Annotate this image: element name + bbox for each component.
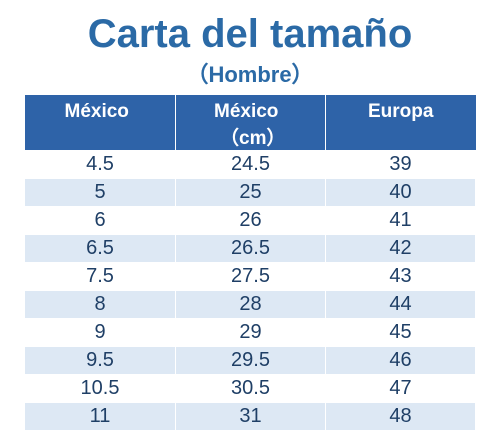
table-cell: 5 (24, 178, 176, 207)
table-cell: 47 (325, 374, 476, 403)
table-cell: 6.5 (24, 234, 176, 263)
table-row: 11 31 48 (24, 402, 476, 431)
table-cell: 10.5 (24, 374, 176, 403)
table-cell: 40 (325, 178, 476, 207)
table-cell: 30.5 (175, 374, 326, 403)
table-cell: 45 (325, 318, 476, 347)
table-cell: 8 (24, 290, 176, 319)
table-cell: 11 (24, 402, 176, 431)
table-row: 6 26 41 (24, 206, 476, 235)
table-cell: 26 (175, 206, 326, 235)
table-cell: 26.5 (175, 234, 326, 263)
table-cell: 42 (325, 234, 476, 263)
table-row: 4.5 24.5 39 (24, 150, 476, 179)
column-header-unit: （cm） (220, 128, 286, 149)
table-cell: 4.5 (24, 150, 176, 179)
table-row: 5 25 40 (24, 178, 476, 207)
table-cell: 29.5 (175, 346, 326, 375)
table-cell: 9 (24, 318, 176, 347)
page-title: Carta del tamaño (87, 12, 413, 56)
table-row: 7.5 27.5 43 (24, 262, 476, 291)
page-subtitle: （Hombre） (186, 62, 314, 87)
table-row: 8 28 44 (24, 290, 476, 319)
table-cell: 29 (175, 318, 326, 347)
table-cell: 39 (325, 150, 476, 179)
table-row: 9 29 45 (24, 318, 476, 347)
table-cell: 46 (325, 346, 476, 375)
table-cell: 27.5 (175, 262, 326, 291)
table-cell: 6 (24, 206, 176, 235)
column-header-mexico: México (24, 95, 176, 151)
table-cell: 44 (325, 290, 476, 319)
table-cell: 41 (325, 206, 476, 235)
column-header-label: México (214, 101, 279, 122)
column-header-europa: Europa (325, 95, 476, 151)
column-header-mexico-cm: México （cm） (175, 95, 326, 151)
table-cell: 48 (325, 402, 476, 431)
table-cell: 31 (175, 402, 326, 431)
table-cell: 7.5 (24, 262, 176, 291)
table-row: 9.5 29.5 46 (24, 346, 476, 375)
table-header-row: México México （cm） Europa (24, 95, 476, 151)
size-chart-table: México México （cm） Europa 4.5 24.5 39 5 … (24, 95, 476, 431)
table-cell: 28 (175, 290, 326, 319)
table-cell: 25 (175, 178, 326, 207)
table-row: 10.5 30.5 47 (24, 374, 476, 403)
table-row: 6.5 26.5 42 (24, 234, 476, 263)
table-cell: 9.5 (24, 346, 176, 375)
table-cell: 24.5 (175, 150, 326, 179)
table-cell: 43 (325, 262, 476, 291)
